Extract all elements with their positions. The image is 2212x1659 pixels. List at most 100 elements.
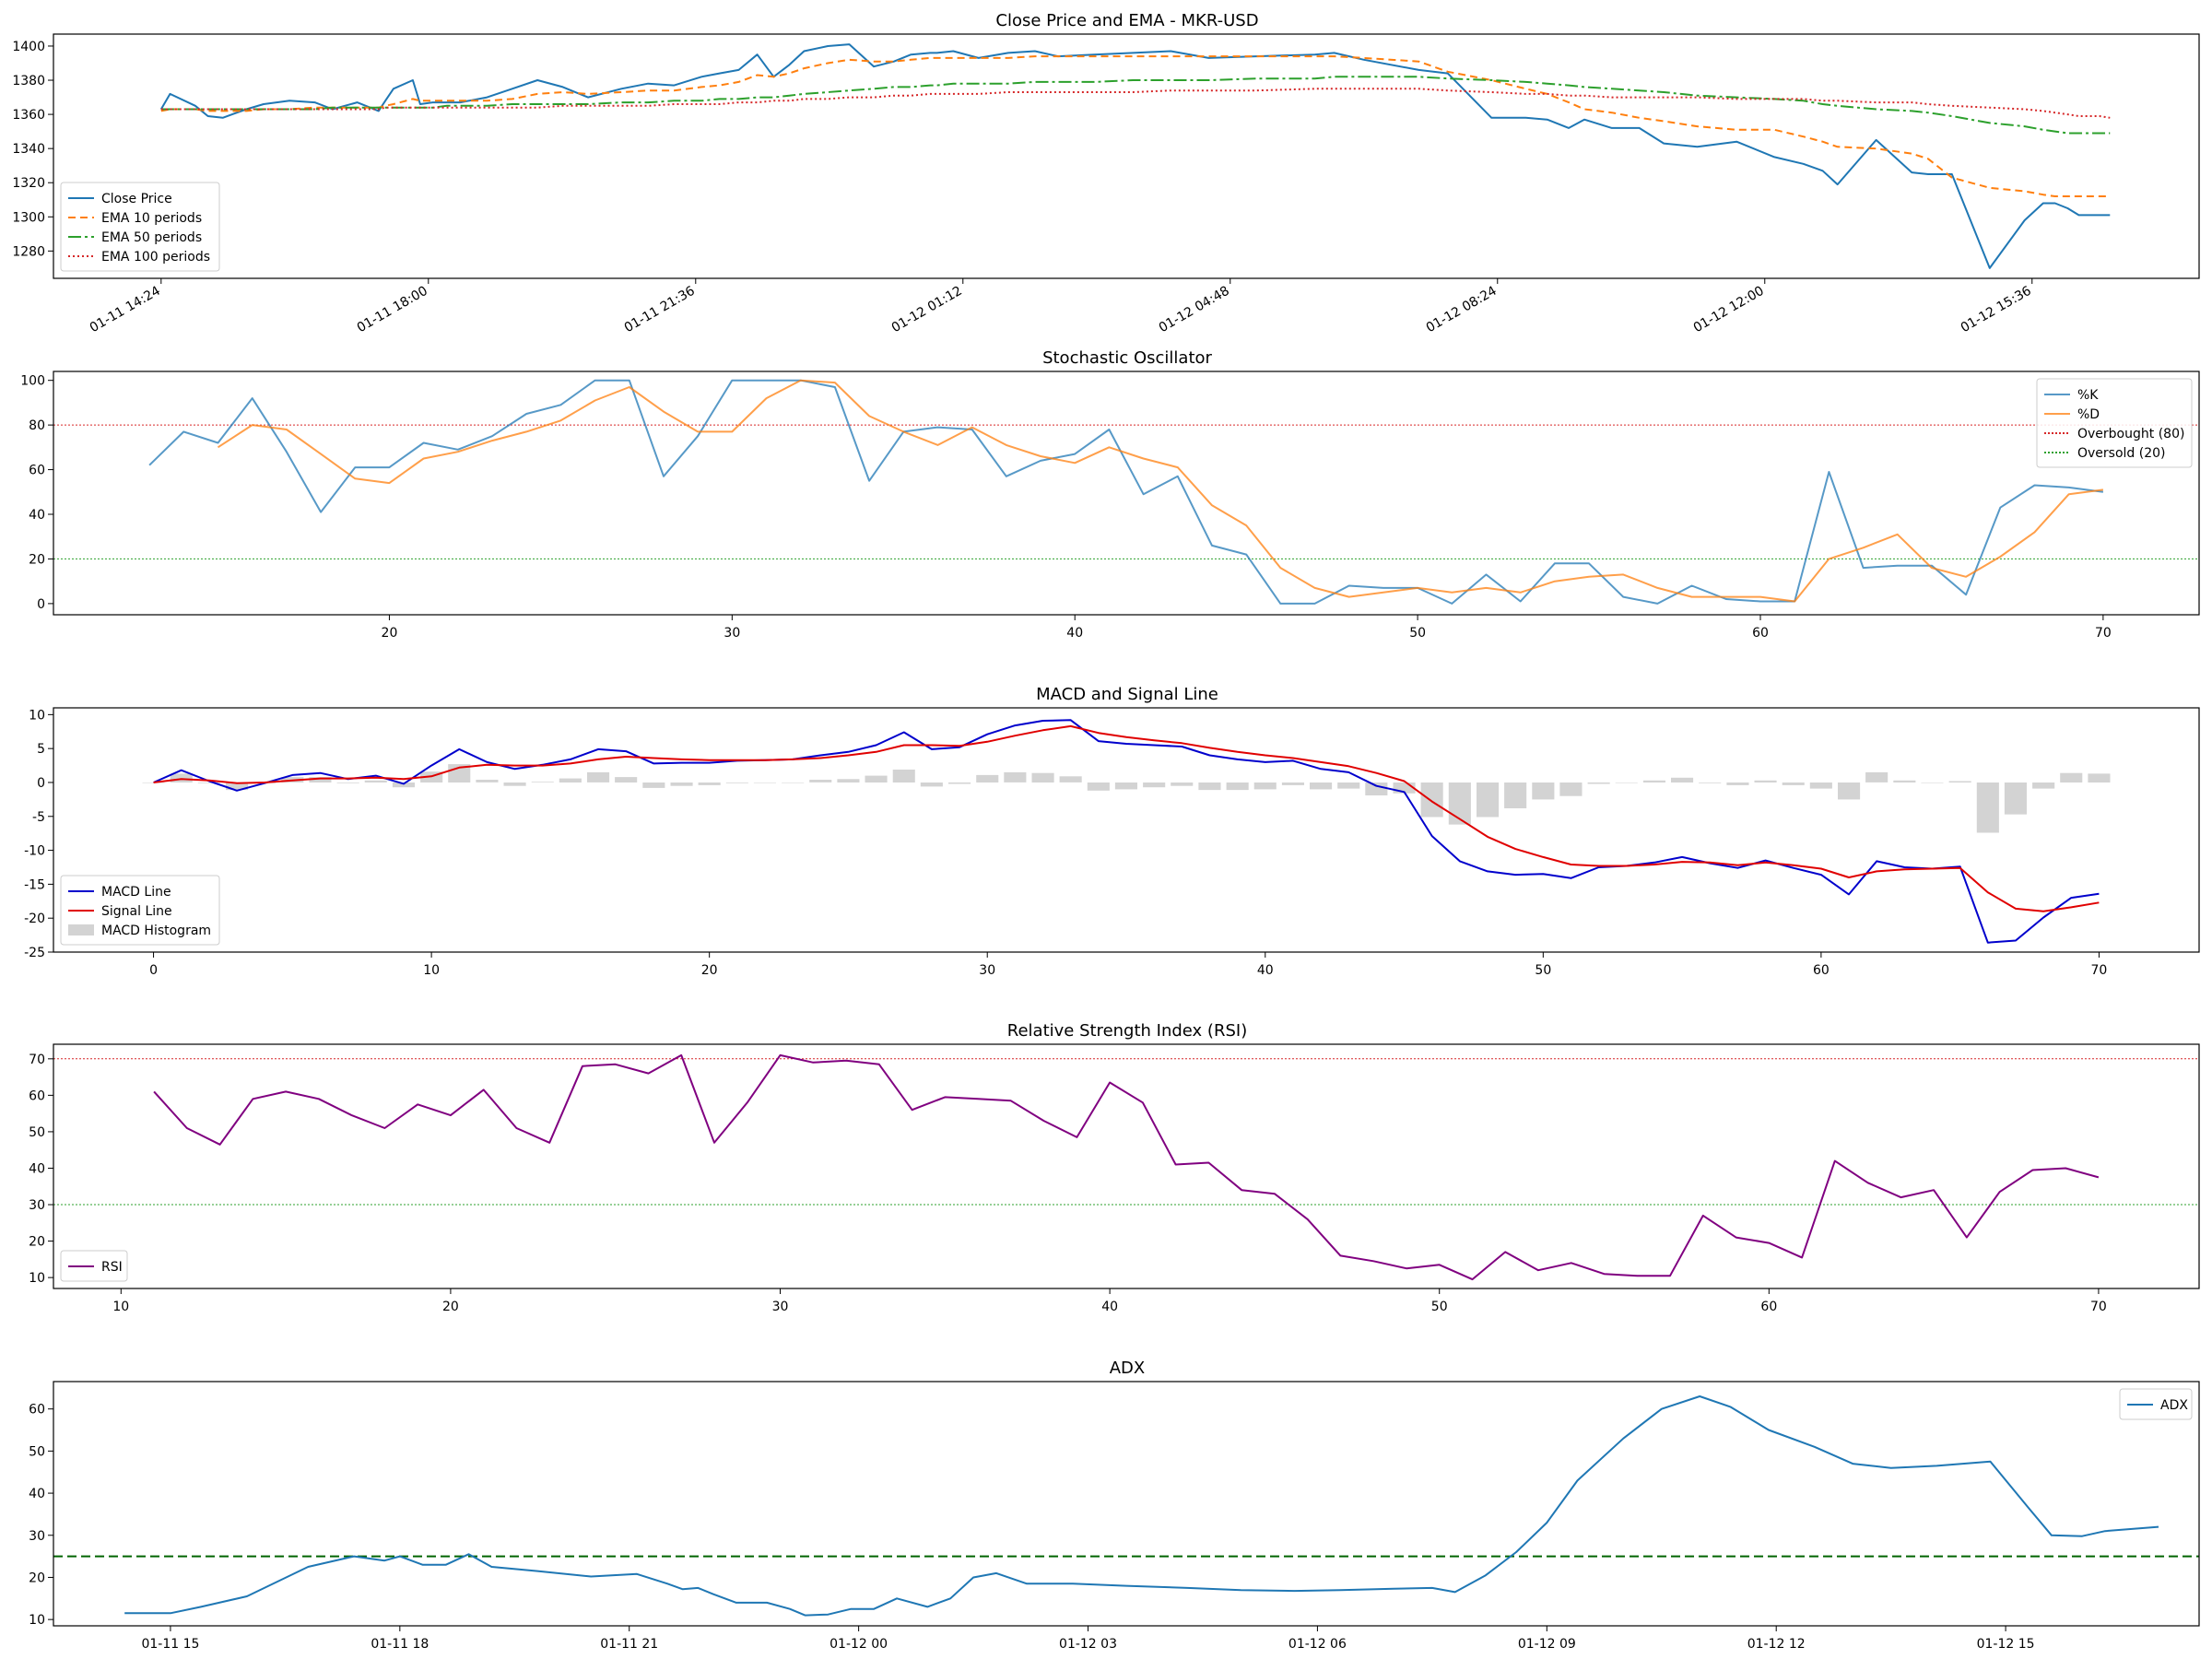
y-tick-label: 0 [37, 597, 45, 612]
histogram-bar [920, 782, 943, 787]
axes-frame [53, 371, 2200, 616]
adx-chart: ADX 10 20 30 40 50 60 01-11 15 01-11 18 01-11 21… [29, 1359, 2200, 1652]
histogram-bar [1642, 780, 1665, 782]
plot-area [142, 719, 2111, 944]
y-tick-label: 1380 [12, 74, 45, 88]
histogram-bar [1004, 771, 1027, 782]
legend-label: %D [2077, 407, 2100, 422]
x-tick-label: 01-12 04:48 [1157, 284, 1232, 336]
histogram-bar [892, 770, 915, 782]
y-tick-label: 40 [29, 1161, 45, 1176]
legend: MACD Line Signal Line MACD Histogram [60, 875, 220, 946]
histogram-bar [976, 774, 999, 782]
macd-chart: MACD and Signal Line 1050-5-10-15-20-250… [24, 685, 2200, 978]
y-tick-label: 1340 [12, 142, 45, 157]
legend-label: RSI [101, 1260, 123, 1275]
histogram-bar [1782, 782, 1805, 785]
y-tick-label: 40 [29, 1487, 45, 1501]
axes-frame [53, 1043, 2200, 1289]
legend-label: EMA 50 periods [101, 230, 202, 245]
x-tick-label: 30 [724, 626, 740, 641]
stochastic-chart: Stochastic Oscillator 0 20 40 60 80 100 20 30 40… [20, 348, 2200, 641]
legend-label: EMA 100 periods [101, 250, 210, 265]
x-tick-label: 50 [1431, 1300, 1448, 1314]
adx-title: ADX [1110, 1359, 1146, 1378]
legend-label: EMA 10 periods [101, 211, 202, 226]
plot-area [53, 1053, 2199, 1281]
x-tick-label: 40 [1257, 963, 1274, 978]
legend: Close Price EMA 10 periods EMA 50 periods E… [60, 182, 220, 272]
histogram-bar [1171, 782, 1194, 786]
y-tick-label: 10 [29, 1613, 45, 1628]
histogram-bar [476, 780, 499, 782]
histogram-bar [170, 773, 193, 782]
y-tick-label: -5 [32, 810, 45, 825]
x-tick-label: 01-12 09 [1518, 1637, 1576, 1652]
x-tick-label: 01-12 15 [1977, 1637, 2035, 1652]
histogram-bar [1726, 782, 1749, 785]
legend-label: Close Price [101, 192, 172, 206]
histogram-bar [1976, 782, 1999, 833]
y-tick-label: 50 [29, 1125, 45, 1140]
x-tick-label: 60 [1813, 963, 1830, 978]
histogram-bar [2004, 782, 2027, 815]
series-line [160, 55, 2111, 197]
histogram-bar [309, 777, 332, 782]
y-tick-label: 1320 [12, 176, 45, 191]
legend-label: Oversold (20) [2077, 446, 2166, 461]
y-tick-label: 10 [29, 708, 45, 723]
x-tick-label: 40 [1101, 1300, 1118, 1314]
histogram-bar [1699, 782, 1722, 783]
histogram-bar [1087, 782, 1110, 791]
histogram-bar [587, 771, 610, 782]
histogram-bar [503, 782, 526, 786]
x-tick-label: 30 [772, 1300, 789, 1314]
price-ema-chart: Close Price and EMA - MKR-USD 1280 1300 13… [12, 11, 2200, 336]
histogram-bar [1809, 782, 1832, 789]
y-tick-label: -20 [24, 912, 45, 926]
series-line [124, 1395, 2159, 1617]
axes-frame [53, 707, 2200, 953]
y-tick-label: -25 [24, 946, 45, 960]
series-line [153, 719, 2100, 944]
y-tick-label: 50 [29, 1444, 45, 1459]
histogram-bar [336, 782, 359, 783]
histogram-bar [1226, 782, 1249, 791]
x-tick-label: 20 [701, 963, 718, 978]
histogram-bar [1253, 782, 1277, 790]
x-tick-label: 01-12 12 [1747, 1637, 1806, 1652]
x-tick-label: 0 [149, 963, 158, 978]
y-tick-label: 10 [29, 1271, 45, 1286]
y-tick-label: 100 [20, 374, 45, 389]
histogram-bar [1337, 782, 1360, 789]
histogram-bar [1059, 776, 1082, 782]
histogram-bar [782, 782, 805, 783]
histogram-bar [1865, 771, 1888, 782]
histogram-bar [1310, 782, 1333, 790]
series-line [160, 76, 2111, 135]
histogram-bar [698, 782, 721, 785]
y-tick-label: -15 [24, 877, 45, 892]
histogram-bar [1532, 782, 1555, 800]
legend-box [2036, 378, 2193, 468]
y-tick-label: 0 [37, 776, 45, 791]
x-tick-label: 70 [2095, 626, 2112, 641]
histogram-bar [1921, 782, 1944, 783]
histogram-bar [1615, 782, 1638, 783]
histogram-bar [1559, 782, 1583, 796]
x-tick-label: 70 [2090, 1300, 2107, 1314]
histogram-bar [226, 782, 249, 791]
plot-area [159, 43, 2111, 269]
y-tick-label: 30 [29, 1529, 45, 1544]
y-tick-label: 60 [29, 1088, 45, 1103]
y-tick-label: 70 [29, 1053, 45, 1067]
y-tick-label: 60 [29, 464, 45, 478]
histogram-bar [1893, 780, 1916, 782]
legend-box [60, 182, 220, 272]
legend-label: MACD Line [101, 885, 171, 900]
x-tick-label: 01-12 06 [1288, 1637, 1347, 1652]
x-tick-label: 01-11 14:24 [88, 284, 163, 336]
x-tick-label: 01-11 21 [600, 1637, 658, 1652]
x-tick-label: 01-11 15 [141, 1637, 199, 1652]
plot-area [53, 1395, 2199, 1617]
